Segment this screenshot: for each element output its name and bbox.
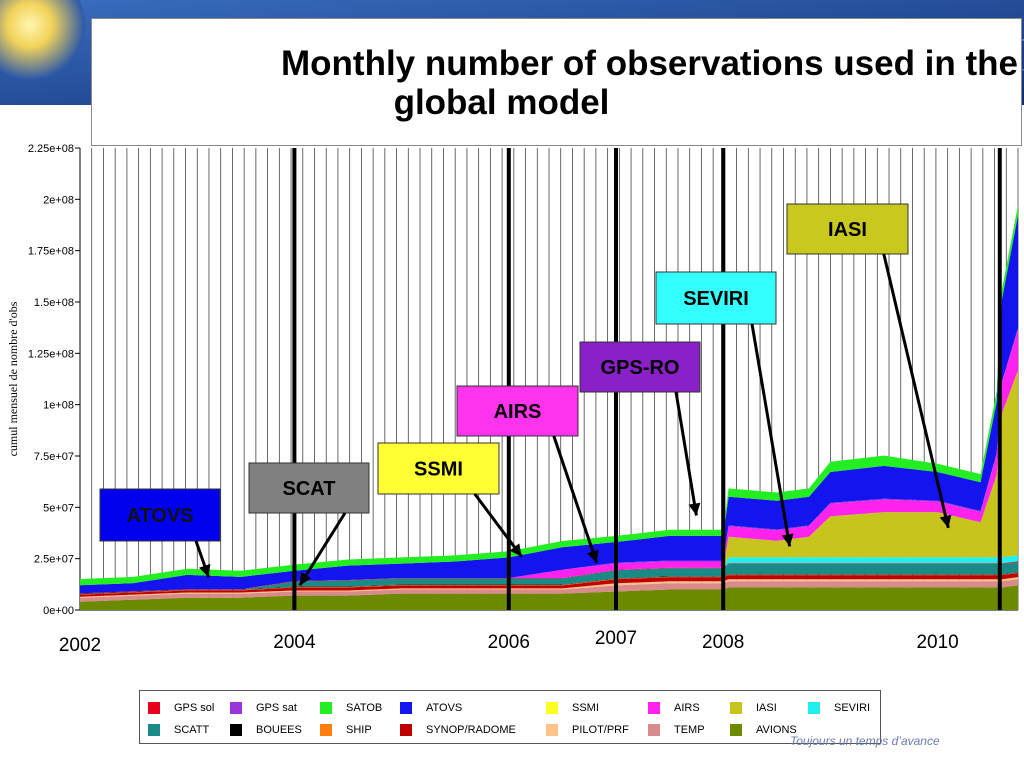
legend-swatch (730, 724, 742, 736)
x-tick-label: 2004 (273, 632, 316, 653)
legend-swatch (400, 724, 412, 736)
title-box: Monthly number of observations used in t… (91, 18, 1022, 146)
annotation-arrow-scat (298, 512, 347, 587)
legend-swatch (730, 702, 742, 714)
y-axis-label: cumul mensuel de nombre d'obs (6, 301, 20, 456)
chart-title: Monthly number of observations used in t… (92, 44, 1021, 122)
annotation-label-iasi: IASI (828, 219, 867, 241)
area-series-temp (80, 579, 1018, 602)
footer-slogan: Toujours un temps d’avance (790, 734, 940, 748)
annotation-arrow-airs (552, 435, 599, 564)
annotation-box-airs (456, 385, 579, 437)
legend-label: AIRS (674, 702, 700, 714)
y-tick-label: 1.75e+08 (28, 246, 74, 258)
y-tick-label: 7.5e+07 (34, 451, 74, 463)
legend-label: IASI (756, 702, 777, 714)
annotation-label-gps-ro: GPS-RO (601, 357, 680, 379)
legend-label: SCATT (174, 724, 210, 736)
y-tick-label: 1.5e+08 (34, 297, 74, 309)
legend-swatch (648, 702, 660, 714)
annotation-arrow-gps-ro (674, 391, 698, 516)
x-tick-label: 2007 (595, 628, 637, 649)
legend-swatch (648, 724, 660, 736)
annotation-box-scat (248, 462, 370, 514)
legend-swatch (546, 724, 558, 736)
annotation-arrowhead-scat (299, 572, 312, 586)
title-line-2: global model (393, 83, 610, 122)
legend-swatch (230, 724, 242, 736)
area-series-bouees (80, 572, 1018, 595)
annotation-arrow-ssmi (473, 493, 523, 558)
annotation-arrowhead-seviri (781, 533, 794, 547)
y-tick-label: 2.25e+08 (28, 143, 74, 155)
legend-swatch (230, 702, 242, 714)
area-series-scatt (80, 562, 1018, 594)
chart-legend: GPS sol GPS sat SATOB ATOVS SSMI AIRS IASI SEVI… (139, 690, 881, 744)
area-series-synop-radome (80, 573, 1018, 597)
annotation-label-airs: AIRS (494, 401, 542, 423)
legend-label: PILOT/PRF (572, 724, 629, 736)
annotation-arrow-seviri (750, 323, 792, 547)
legend-label: GPS sol (174, 702, 215, 714)
legend-swatch (808, 702, 820, 714)
x-tick-label: 2002 (59, 635, 101, 656)
x-tick-label: 2010 (916, 632, 958, 653)
legend-label: ATOVS (426, 702, 463, 714)
legend-label: AVIONS (756, 724, 797, 736)
legend-label: BOUEES (256, 724, 302, 736)
y-tick-label: 5e+07 (43, 502, 74, 514)
legend-label: SYNOP/RADOME (426, 724, 516, 736)
y-tick-label: 2e+08 (43, 194, 74, 206)
annotation-box-atovs (99, 488, 221, 542)
area-series-ship (80, 572, 1018, 595)
annotation-label-scat: SCAT (283, 478, 336, 500)
annotation-box-gps-ro (579, 341, 701, 393)
annotation-label-atovs: ATOVS (126, 505, 193, 527)
legend-label: SEVIRI (834, 702, 871, 714)
sun-logo (0, 0, 85, 80)
y-tick-label: 1.25e+08 (28, 348, 74, 360)
legend-swatch (320, 724, 332, 736)
x-tick-label: 2008 (702, 632, 744, 653)
legend-swatch (400, 702, 412, 714)
annotation-arrowhead-ssmi (509, 543, 522, 557)
annotation-box-ssmi (377, 442, 500, 495)
legend-label: GPS sat (256, 702, 297, 714)
annotation-box-seviri (655, 271, 777, 325)
annotation-arrowhead-gps-ro (688, 502, 701, 516)
annotation-label-ssmi: SSMI (414, 459, 463, 481)
legend-label: SSMI (572, 702, 599, 714)
legend-label: SHIP (346, 724, 372, 736)
x-tick-label: 2006 (488, 632, 530, 653)
area-series-avions (80, 585, 1018, 610)
legend-swatch (320, 702, 332, 714)
annotation-arrow-iasi (882, 253, 950, 529)
annotation-box-iasi (786, 203, 909, 255)
legend-label: SATOB (346, 702, 383, 714)
legend-swatch (148, 724, 160, 736)
area-series-seviri (80, 555, 1018, 594)
y-tick-label: 1e+08 (43, 400, 74, 412)
annotation-arrowhead-atovs (199, 563, 211, 578)
legend-swatch (546, 702, 558, 714)
stacked-area-chart: 0e+00 2.5e+07 5e+07 7.5e+07 1e+08 1.25e+08 1.5… (6, 143, 1019, 656)
legend-label: TEMP (674, 724, 705, 736)
legend-swatch (148, 702, 160, 714)
annotation-arrowhead-airs (587, 549, 599, 563)
title-line-1: Monthly number of observations used in t… (281, 44, 1018, 83)
annotation-arrowhead-iasi (939, 514, 952, 528)
y-tick-label: 0e+00 (43, 605, 74, 617)
y-tick-label: 2.5e+07 (34, 554, 74, 566)
annotation-label-seviri: SEVIRI (683, 288, 749, 310)
